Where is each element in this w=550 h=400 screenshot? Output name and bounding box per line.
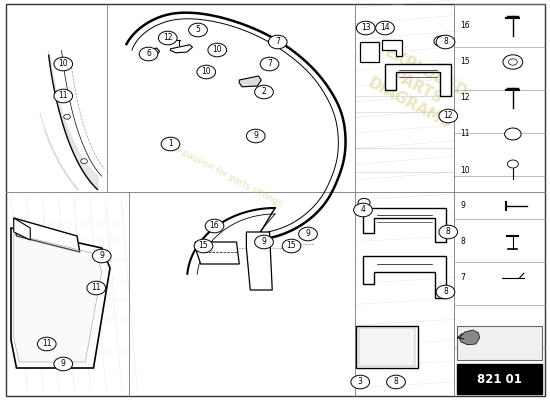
Circle shape: [434, 36, 448, 46]
Circle shape: [54, 57, 73, 71]
Text: 4: 4: [361, 206, 365, 214]
Circle shape: [439, 109, 458, 123]
Polygon shape: [14, 218, 30, 240]
Circle shape: [268, 35, 287, 49]
Polygon shape: [14, 234, 102, 362]
Text: 1: 1: [168, 140, 173, 148]
Text: 16: 16: [210, 222, 219, 230]
Text: 2: 2: [262, 88, 266, 96]
Circle shape: [255, 235, 273, 249]
Text: 7: 7: [276, 38, 280, 46]
Circle shape: [161, 137, 180, 151]
Text: 8: 8: [443, 288, 448, 296]
Circle shape: [507, 160, 518, 168]
Circle shape: [194, 239, 213, 253]
Circle shape: [54, 357, 73, 371]
Circle shape: [246, 129, 265, 143]
Polygon shape: [11, 228, 110, 368]
Text: 11: 11: [91, 284, 101, 292]
Text: 5: 5: [196, 26, 200, 34]
Bar: [456, 364, 542, 394]
Polygon shape: [459, 330, 480, 345]
Text: a passion for parts sittings: a passion for parts sittings: [173, 144, 283, 208]
Text: 821 01: 821 01: [477, 373, 521, 386]
Text: 11: 11: [460, 130, 470, 138]
Text: 6: 6: [146, 50, 151, 58]
Circle shape: [64, 114, 70, 119]
Text: 8: 8: [460, 238, 465, 246]
Text: 12: 12: [460, 94, 470, 102]
Text: 8: 8: [443, 38, 448, 46]
Text: 9: 9: [61, 360, 65, 368]
Text: 10: 10: [58, 60, 68, 68]
Circle shape: [205, 219, 224, 233]
Polygon shape: [170, 45, 192, 53]
Circle shape: [260, 57, 279, 71]
Polygon shape: [382, 40, 402, 56]
Polygon shape: [239, 76, 261, 87]
Polygon shape: [363, 208, 446, 242]
Text: 14: 14: [380, 24, 390, 32]
Text: 13: 13: [361, 24, 371, 32]
Circle shape: [255, 85, 273, 99]
Circle shape: [358, 198, 370, 207]
Text: 11: 11: [58, 92, 68, 100]
Text: 9: 9: [262, 238, 266, 246]
Text: 15: 15: [287, 242, 296, 250]
Text: 10: 10: [212, 46, 222, 54]
Text: 9: 9: [460, 202, 465, 210]
Text: 8: 8: [394, 378, 398, 386]
Circle shape: [351, 375, 370, 389]
Polygon shape: [246, 232, 272, 290]
Polygon shape: [385, 64, 451, 96]
Circle shape: [158, 31, 177, 45]
Text: 12: 12: [443, 112, 453, 120]
Circle shape: [139, 47, 158, 61]
Text: 12: 12: [163, 34, 173, 42]
Circle shape: [87, 281, 106, 295]
Text: 9: 9: [306, 230, 310, 238]
Circle shape: [436, 285, 455, 299]
Bar: [456, 326, 542, 360]
Text: 16: 16: [460, 22, 470, 30]
Circle shape: [208, 43, 227, 57]
Text: 9: 9: [254, 132, 258, 140]
Circle shape: [503, 55, 522, 69]
Circle shape: [387, 375, 405, 389]
Polygon shape: [360, 42, 379, 62]
Polygon shape: [148, 48, 159, 56]
Circle shape: [439, 225, 458, 239]
Polygon shape: [356, 326, 418, 368]
Circle shape: [189, 23, 207, 37]
Text: 15: 15: [199, 242, 208, 250]
Circle shape: [436, 35, 455, 49]
Polygon shape: [14, 218, 80, 252]
Circle shape: [81, 159, 87, 164]
Text: 11: 11: [42, 340, 52, 348]
Text: 7: 7: [267, 60, 272, 68]
Circle shape: [197, 65, 216, 79]
Circle shape: [37, 337, 56, 351]
Text: EXPLODED
PARTS
DIAGRAMS: EXPLODED PARTS DIAGRAMS: [366, 44, 470, 132]
Circle shape: [92, 249, 111, 263]
Text: 15: 15: [460, 58, 470, 66]
Circle shape: [376, 21, 394, 35]
Circle shape: [354, 203, 372, 217]
Text: 10: 10: [460, 166, 470, 174]
Text: 9: 9: [100, 252, 104, 260]
Text: 10: 10: [201, 68, 211, 76]
Polygon shape: [359, 328, 415, 366]
Polygon shape: [195, 242, 239, 264]
Circle shape: [54, 89, 73, 103]
Circle shape: [356, 21, 375, 35]
Text: 8: 8: [439, 39, 443, 44]
Circle shape: [282, 239, 301, 253]
Text: 3: 3: [358, 378, 362, 386]
Circle shape: [508, 59, 517, 65]
Text: 8: 8: [446, 228, 450, 236]
Circle shape: [299, 227, 317, 241]
Circle shape: [505, 128, 521, 140]
Polygon shape: [363, 256, 446, 298]
Text: 7: 7: [460, 274, 465, 282]
